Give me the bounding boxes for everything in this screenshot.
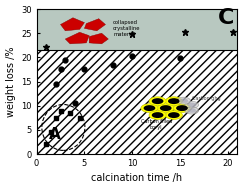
- Circle shape: [144, 105, 155, 111]
- Text: Carbon ghg: Carbon ghg: [192, 96, 221, 101]
- Polygon shape: [89, 33, 108, 44]
- Circle shape: [168, 112, 180, 118]
- Polygon shape: [61, 18, 84, 31]
- Text: A: A: [49, 127, 61, 142]
- Circle shape: [149, 111, 166, 119]
- Polygon shape: [84, 19, 105, 31]
- Circle shape: [187, 108, 196, 113]
- X-axis label: calcination time /h: calcination time /h: [91, 174, 182, 184]
- Y-axis label: weight loss /%: weight loss /%: [6, 46, 16, 117]
- Circle shape: [160, 105, 172, 111]
- Text: Carbon filled
boryl: Carbon filled boryl: [140, 119, 172, 130]
- Circle shape: [157, 104, 174, 112]
- Polygon shape: [65, 32, 89, 44]
- Circle shape: [165, 97, 182, 105]
- Text: collapsed
crystalline
material: collapsed crystalline material: [113, 20, 141, 37]
- Bar: [37, 50, 237, 154]
- Circle shape: [179, 98, 188, 103]
- Circle shape: [177, 97, 191, 104]
- Circle shape: [168, 98, 180, 104]
- Circle shape: [149, 97, 166, 105]
- Bar: [37, 50, 237, 154]
- Circle shape: [187, 103, 196, 107]
- Circle shape: [141, 104, 158, 112]
- Circle shape: [152, 112, 164, 118]
- Circle shape: [185, 101, 199, 108]
- Circle shape: [174, 104, 191, 112]
- Circle shape: [185, 107, 199, 114]
- Circle shape: [176, 105, 188, 111]
- Circle shape: [165, 111, 182, 119]
- Text: C: C: [218, 8, 235, 28]
- Circle shape: [152, 98, 164, 104]
